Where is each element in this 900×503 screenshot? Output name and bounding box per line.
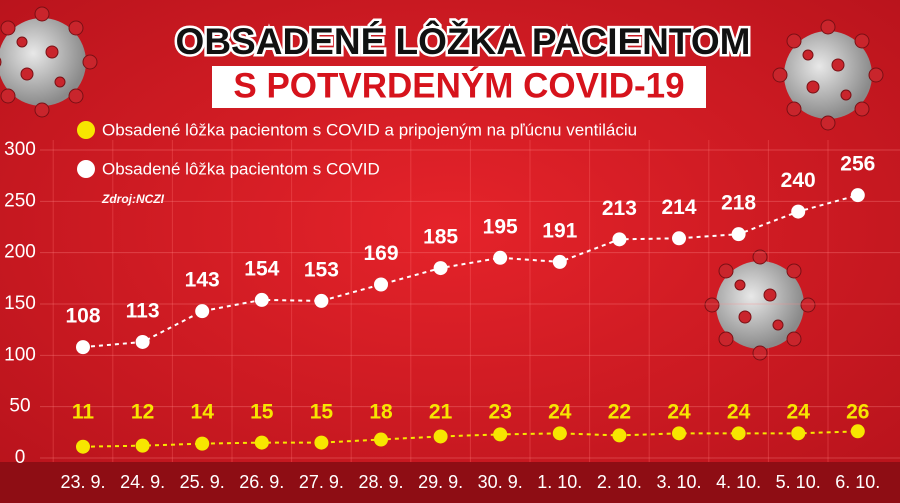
data-point — [552, 426, 567, 441]
value-label: 256 — [840, 153, 875, 176]
data-point — [254, 292, 269, 307]
value-label: 15 — [250, 401, 274, 424]
value-label: 21 — [429, 401, 453, 424]
x-tick-label: 3. 10. — [656, 472, 701, 492]
legend-swatch — [77, 121, 95, 139]
data-point — [135, 334, 150, 349]
value-label: 214 — [661, 196, 696, 219]
y-tick-label: 150 — [4, 293, 36, 314]
y-tick-label: 300 — [4, 139, 36, 160]
data-point — [850, 424, 865, 439]
y-tick-label: 50 — [9, 396, 30, 417]
data-point — [374, 277, 388, 292]
value-label: 23 — [489, 401, 512, 424]
source: Zdroj:NCZI — [101, 192, 165, 206]
value-label: 191 — [542, 219, 577, 242]
legend-swatch — [77, 160, 95, 178]
data-point — [493, 250, 508, 265]
value-label: 11 — [72, 401, 95, 424]
value-label: 240 — [781, 169, 816, 192]
value-label: 195 — [483, 215, 518, 238]
x-tick-label: 24. 9. — [120, 472, 165, 492]
data-point — [612, 232, 627, 247]
value-label: 14 — [191, 401, 215, 424]
data-point — [374, 432, 388, 447]
data-point — [672, 426, 686, 441]
data-point — [850, 188, 865, 203]
data-point — [76, 439, 90, 454]
legend-label: Obsadené lôžka pacientom s COVID — [102, 159, 380, 178]
value-label: 169 — [363, 242, 398, 265]
x-tick-label: 4. 10. — [716, 472, 761, 492]
value-label: 18 — [369, 401, 393, 424]
value-label: 185 — [423, 226, 458, 249]
data-point — [195, 436, 210, 451]
series-line — [82, 194, 859, 349]
data-point — [135, 438, 150, 453]
virus-icon — [704, 249, 816, 361]
value-label: 218 — [721, 192, 756, 215]
value-label: 15 — [310, 401, 334, 424]
value-label: 108 — [65, 305, 100, 328]
x-tick-label: 27. 9. — [299, 472, 344, 492]
x-tick-label: 28. 9. — [358, 472, 403, 492]
legend-label: Obsadené lôžka pacientom s COVID a pripo… — [102, 120, 637, 139]
data-point — [612, 428, 627, 443]
data-point — [195, 304, 210, 319]
value-label: 12 — [131, 401, 154, 424]
value-label: 24 — [787, 401, 811, 424]
data-point — [433, 261, 448, 276]
data-point — [76, 340, 90, 355]
value-label: 26 — [846, 401, 869, 424]
y-tick-label: 100 — [4, 344, 36, 365]
value-label: 143 — [185, 269, 220, 292]
value-label: 113 — [126, 300, 160, 323]
x-tick-label: 2. 10. — [597, 472, 642, 492]
data-point — [493, 427, 508, 442]
x-tick-label: 29. 9. — [418, 472, 463, 492]
data-point — [672, 231, 686, 246]
data-point — [254, 435, 269, 450]
x-tick-label: 1. 10. — [537, 472, 582, 492]
value-label: 153 — [304, 258, 339, 281]
series-line — [82, 430, 858, 448]
data-point — [314, 293, 329, 308]
value-label: 213 — [602, 197, 637, 220]
data-point — [791, 426, 806, 441]
chart-title: OBSADENÉ LÔŽKA PACIENTOM — [176, 20, 751, 62]
x-tick-label: 30. 9. — [478, 472, 523, 492]
x-tick-label: 25. 9. — [180, 472, 225, 492]
chart-subtitle: S POTVRDENÝM COVID-19 — [233, 65, 684, 105]
data-point — [433, 429, 448, 444]
data-point — [731, 227, 746, 242]
data-point — [731, 426, 746, 441]
data-point — [791, 204, 806, 219]
value-label: 24 — [548, 401, 572, 424]
axis-strip — [0, 462, 900, 503]
data-point — [314, 435, 329, 450]
value-label: 22 — [608, 401, 631, 424]
y-tick-label: 0 — [15, 447, 26, 468]
y-tick-label: 200 — [4, 242, 36, 263]
value-label: 154 — [244, 257, 279, 280]
subtitle-box — [212, 66, 706, 108]
x-tick-label: 5. 10. — [776, 472, 821, 492]
virus-icon — [772, 19, 884, 131]
x-tick-label: 26. 9. — [239, 472, 284, 492]
x-tick-label: 23. 9. — [60, 472, 105, 492]
data-point — [552, 254, 567, 269]
value-label: 24 — [727, 401, 751, 424]
y-tick-label: 250 — [4, 190, 36, 211]
value-label: 24 — [667, 401, 691, 424]
x-tick-label: 6. 10. — [835, 472, 880, 492]
